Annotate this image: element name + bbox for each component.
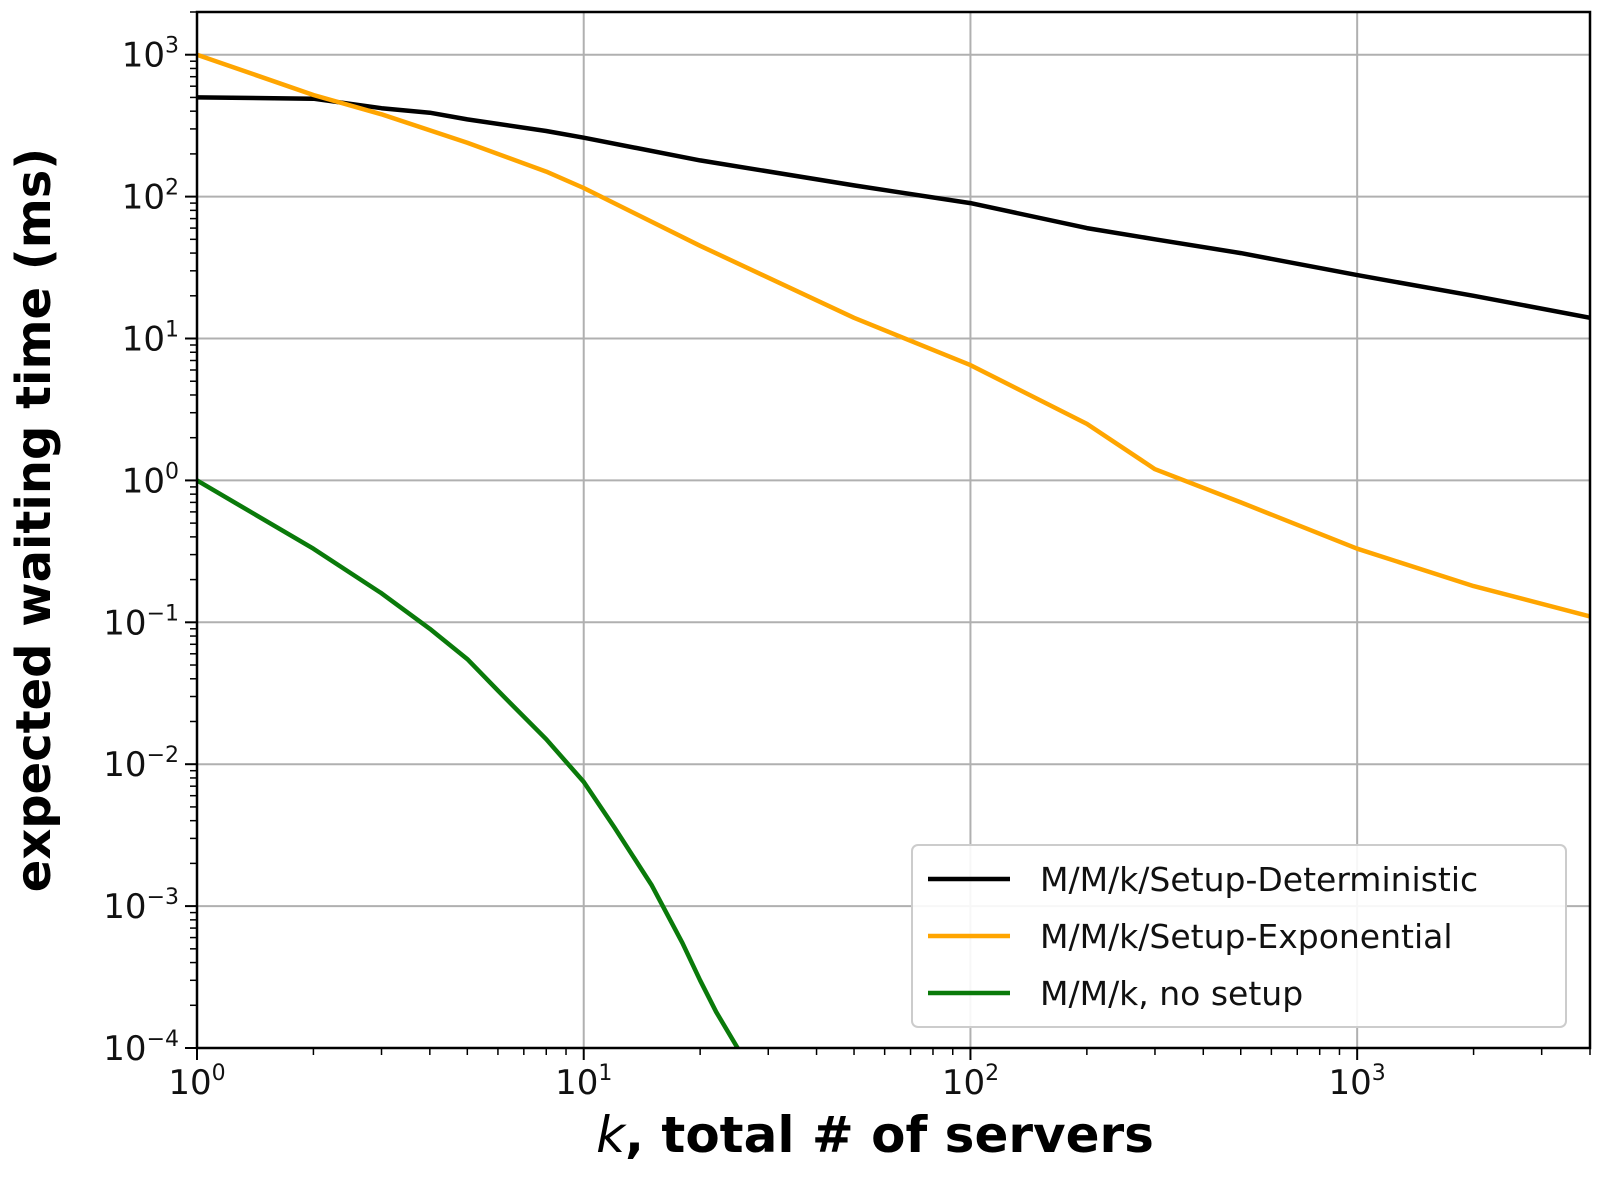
y-tick-label: 10−4: [103, 1027, 179, 1069]
y-tick-label: 10−3: [103, 885, 179, 927]
series-line-3: [197, 478, 740, 1048]
x-tick-labels: 100 101 102 103: [168, 1061, 1385, 1103]
x-tick-label: 103: [1329, 1061, 1386, 1103]
series-layer: [197, 52, 1590, 1048]
x-tick-label: 101: [555, 1061, 612, 1103]
legend-label-1: M/M/k/Setup-Deterministic: [1040, 860, 1478, 899]
legend-label-2: M/M/k/Setup-Exponential: [1040, 917, 1453, 956]
y-tick-label: 102: [122, 176, 179, 218]
x-tick-label: 102: [942, 1061, 999, 1103]
legend-box: [911, 844, 1567, 1028]
y-tick-label: 10−2: [103, 743, 179, 785]
x-axis-label-variable: k: [596, 1106, 627, 1164]
y-tick-labels: 103 102 101 100 10−1 10−2 10−3 10−4: [103, 34, 179, 1069]
x-tick-label: 100: [168, 1061, 225, 1103]
legend-label-3: M/M/k, no setup: [1040, 974, 1303, 1013]
series-line-2: [197, 52, 1590, 619]
x-axis-label: k, total # of servers: [596, 1106, 1154, 1164]
y-axis-label: expected waiting time (ms): [6, 148, 62, 892]
series-line-1: [197, 95, 1590, 321]
legend: M/M/k/Setup-Deterministic M/M/k/Setup-Exp…: [911, 844, 1567, 1028]
y-tick-label: 103: [122, 34, 179, 76]
y-tick-label: 101: [122, 318, 179, 360]
y-tick-label: 10−1: [103, 601, 179, 643]
y-tick-label: 100: [122, 459, 179, 501]
x-axis-label-text: , total # of servers: [625, 1106, 1154, 1164]
major-ticks: [185, 53, 1359, 1060]
plot-frame: [195, 10, 1592, 1050]
